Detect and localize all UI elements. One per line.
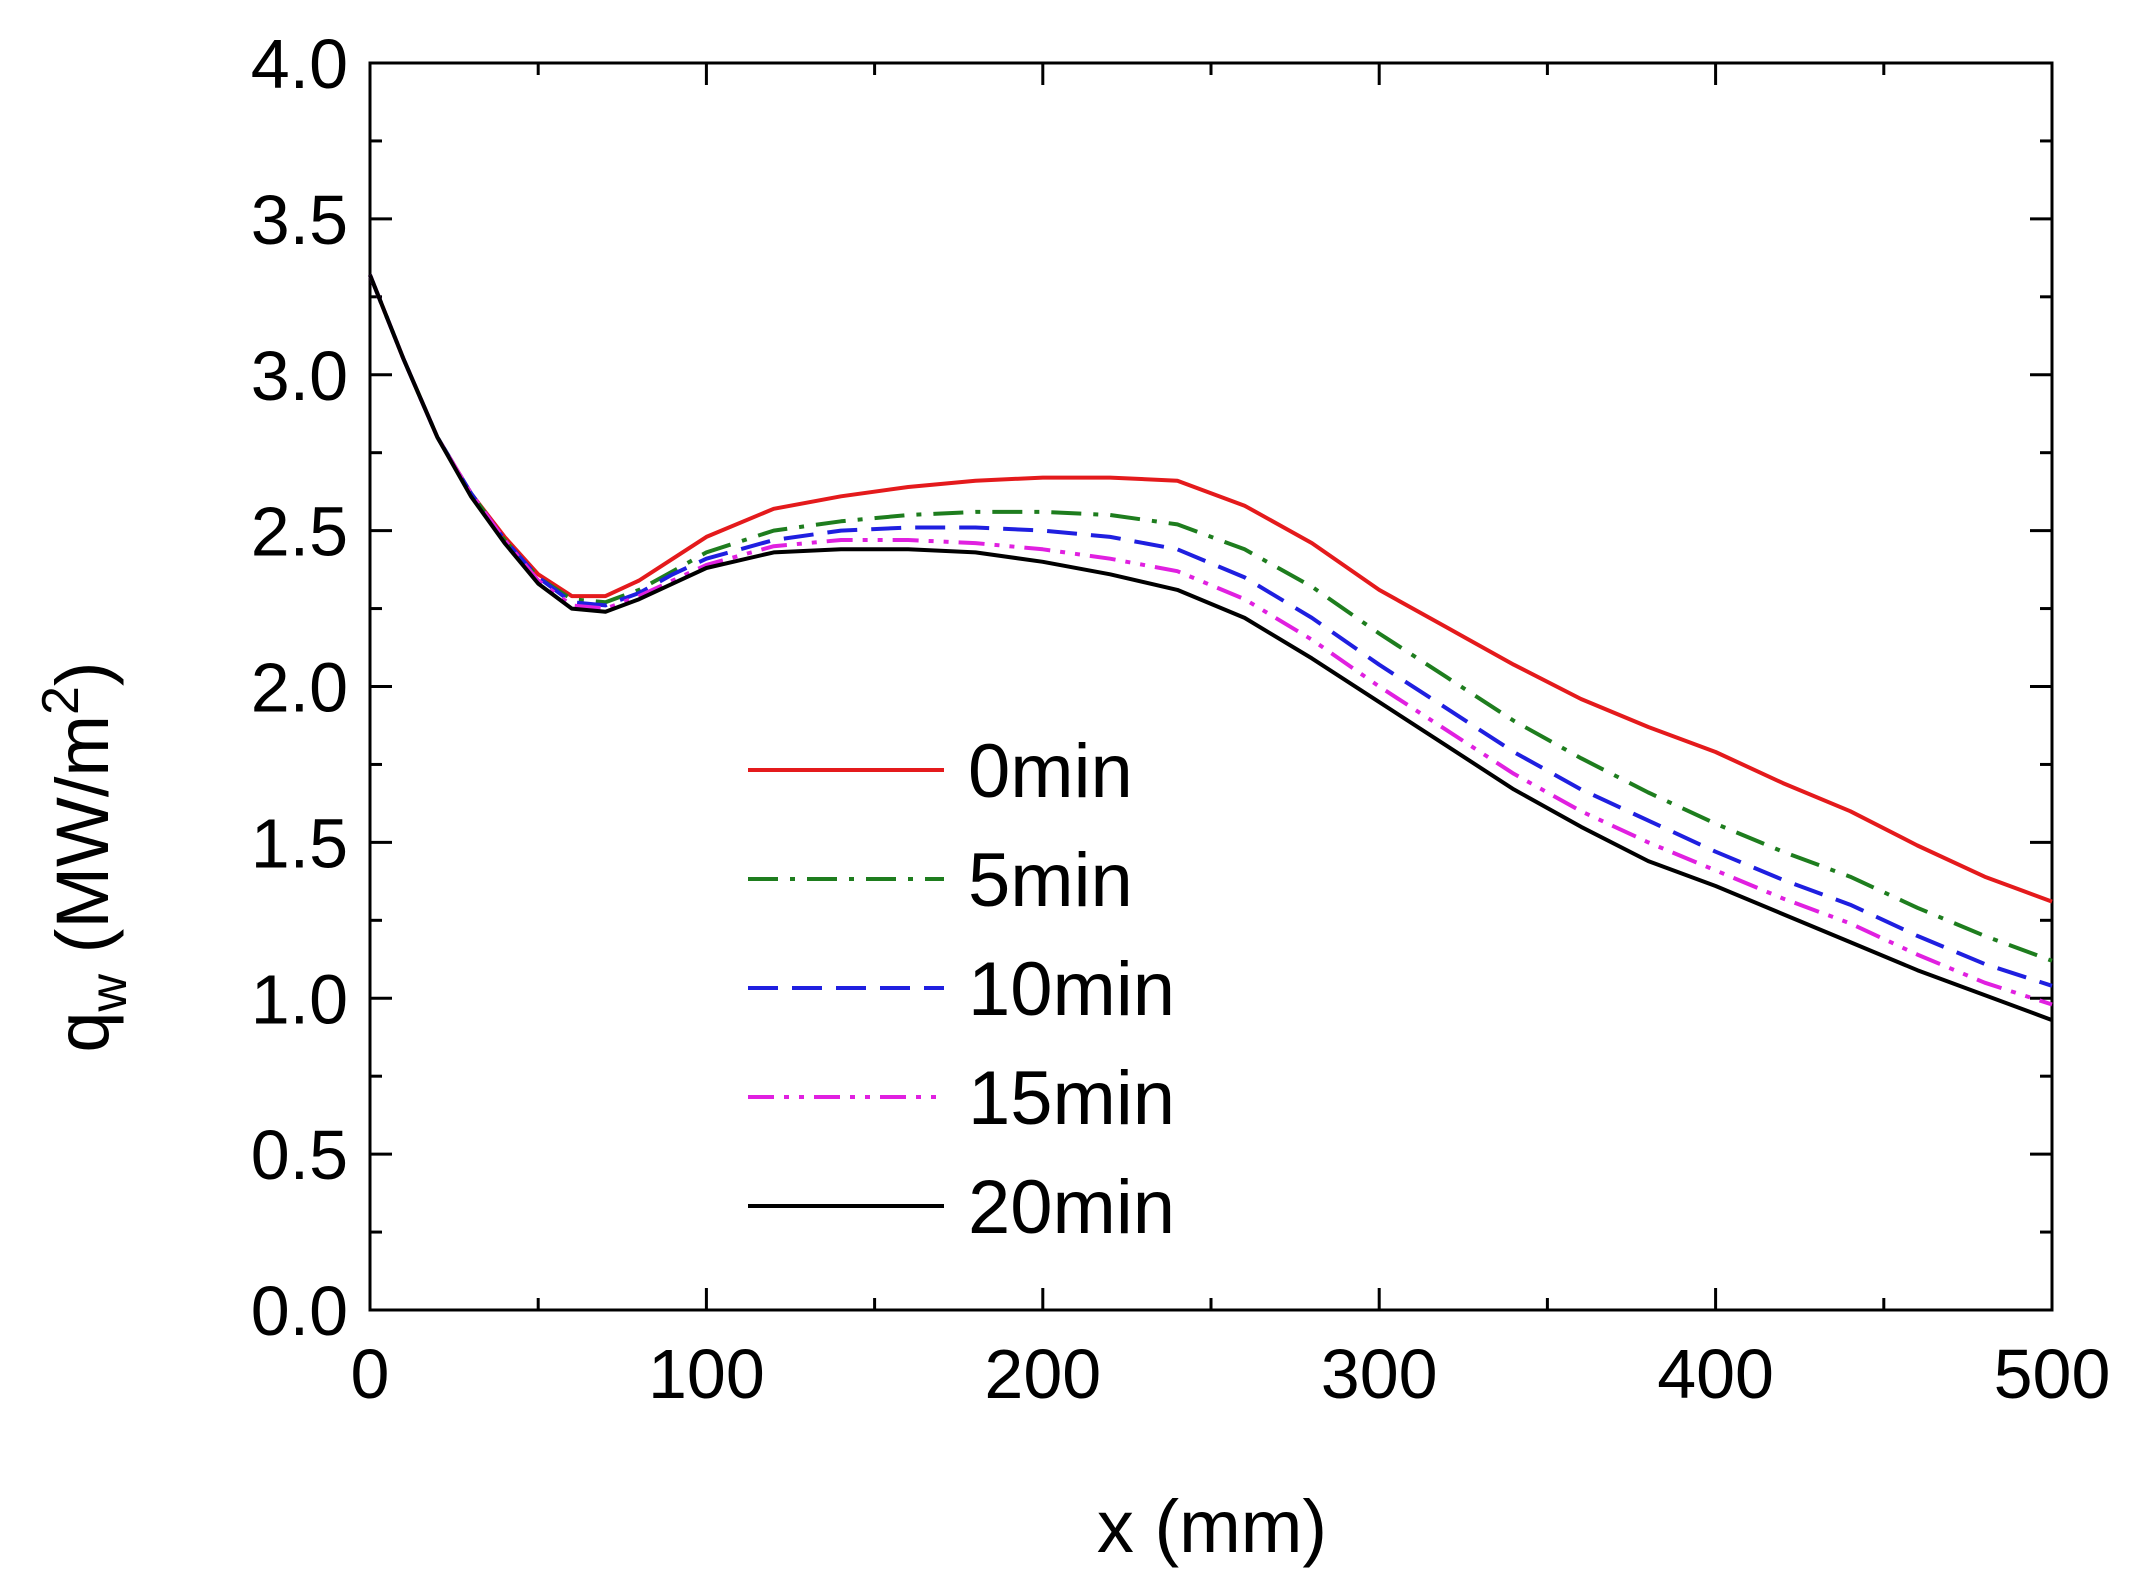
y-axis-symbol: q	[41, 1011, 124, 1052]
series-line-5min	[368, 274, 2053, 963]
y-tick-label: 1.0	[251, 960, 348, 1038]
x-tick-label: 0	[351, 1335, 390, 1413]
tick-labels: 0 100 200 300 400 500 0.0 0.5 1.0 1.5 2.0 2.5 3.0 3.5…	[251, 25, 2111, 1413]
x-tick-label: 300	[1321, 1335, 1438, 1413]
y-tick-label: 3.0	[251, 337, 348, 415]
y-axis-units-superscript: 2	[32, 686, 90, 715]
x-tick-label: 100	[648, 1335, 765, 1413]
x-tick-label: 200	[984, 1335, 1101, 1413]
legend-label-10min: 10min	[968, 947, 1175, 1032]
y-tick-label: 2.0	[251, 649, 348, 727]
series-line-0min	[368, 274, 2053, 904]
series-line-15min	[368, 274, 2053, 1007]
plot-area-border	[368, 61, 2054, 1312]
y-axis-subscript: w	[80, 973, 138, 1012]
x-tick-label: 400	[1657, 1335, 1774, 1413]
y-tick-label: 0.0	[251, 1272, 348, 1350]
y-tick-label: 2.5	[251, 493, 348, 571]
series-line-20min	[368, 274, 2053, 1022]
series-layer	[368, 274, 2053, 1022]
legend-label-0min: 0min	[968, 729, 1133, 814]
axis-ticks	[368, 61, 2054, 1312]
plot-frame	[368, 61, 2054, 1312]
y-tick-label: 0.5	[251, 1116, 348, 1194]
y-tick-label: 3.5	[251, 181, 348, 259]
series-line-10min	[368, 274, 2053, 988]
legend-label-15min: 15min	[968, 1056, 1175, 1141]
y-axis-title: qw (MW/m2)	[32, 661, 138, 1052]
x-tick-label: 500	[1994, 1335, 2111, 1413]
legend-label-20min: 20min	[968, 1165, 1175, 1250]
legend-label-5min: 5min	[968, 838, 1133, 923]
y-tick-label: 4.0	[251, 25, 348, 103]
legend: 0min 5min 10min 15min 20min	[748, 729, 1175, 1250]
y-axis-units-close: )	[41, 661, 124, 686]
y-axis-units: (MW/m	[41, 715, 124, 974]
y-tick-label: 1.5	[251, 804, 348, 882]
x-axis-title: x (mm)	[1097, 1485, 1327, 1568]
